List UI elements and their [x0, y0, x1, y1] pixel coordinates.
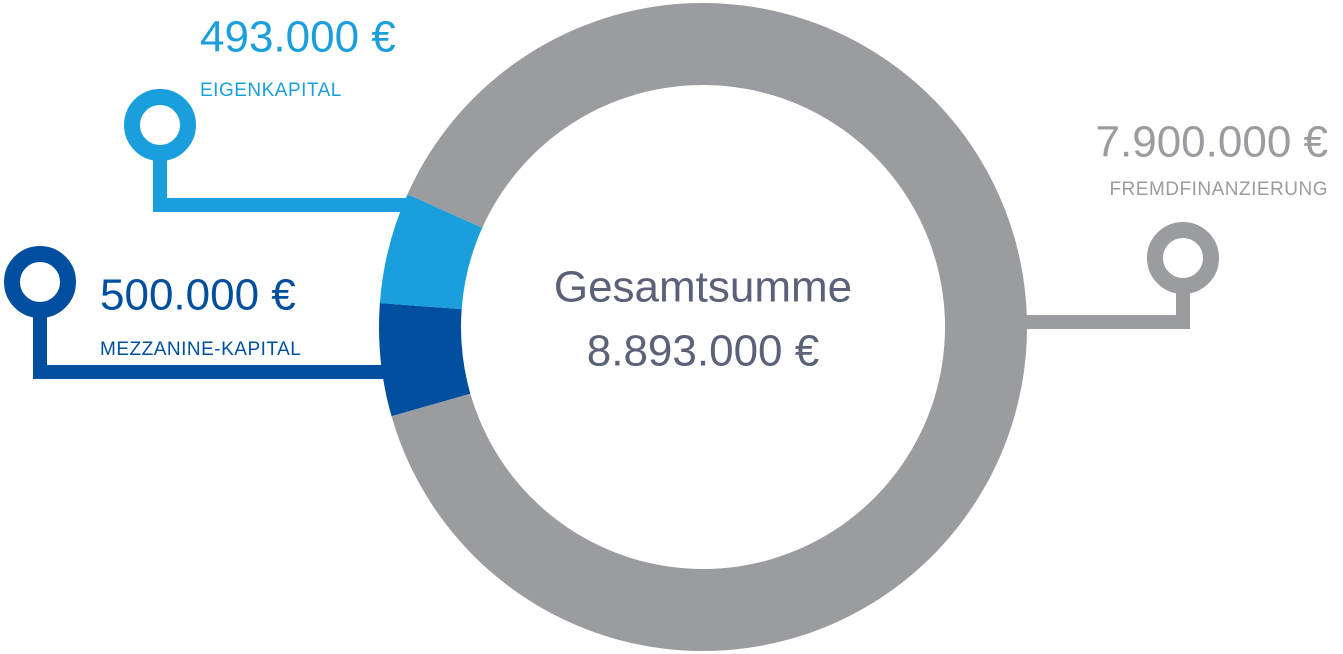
value-label: 500.000 €: [100, 271, 296, 320]
center-label: Gesamtsumme: [554, 263, 852, 312]
connector-node: [124, 89, 196, 161]
connector-line: [153, 125, 420, 212]
value-label: 7.900.000 €: [1096, 118, 1328, 167]
value-label: 493.000 €: [200, 13, 396, 62]
category-label: FREMDFINANZIERUNG: [1109, 179, 1328, 200]
connector-node: [4, 246, 76, 318]
donut-segment: [379, 303, 471, 417]
connector-node: [1147, 222, 1219, 294]
category-label: MEZZANINE-KAPITAL: [100, 339, 301, 360]
center-value: 8.893.000 €: [587, 327, 819, 376]
donut-segment: [379, 194, 483, 310]
category-label: EIGENKAPITAL: [200, 80, 342, 101]
